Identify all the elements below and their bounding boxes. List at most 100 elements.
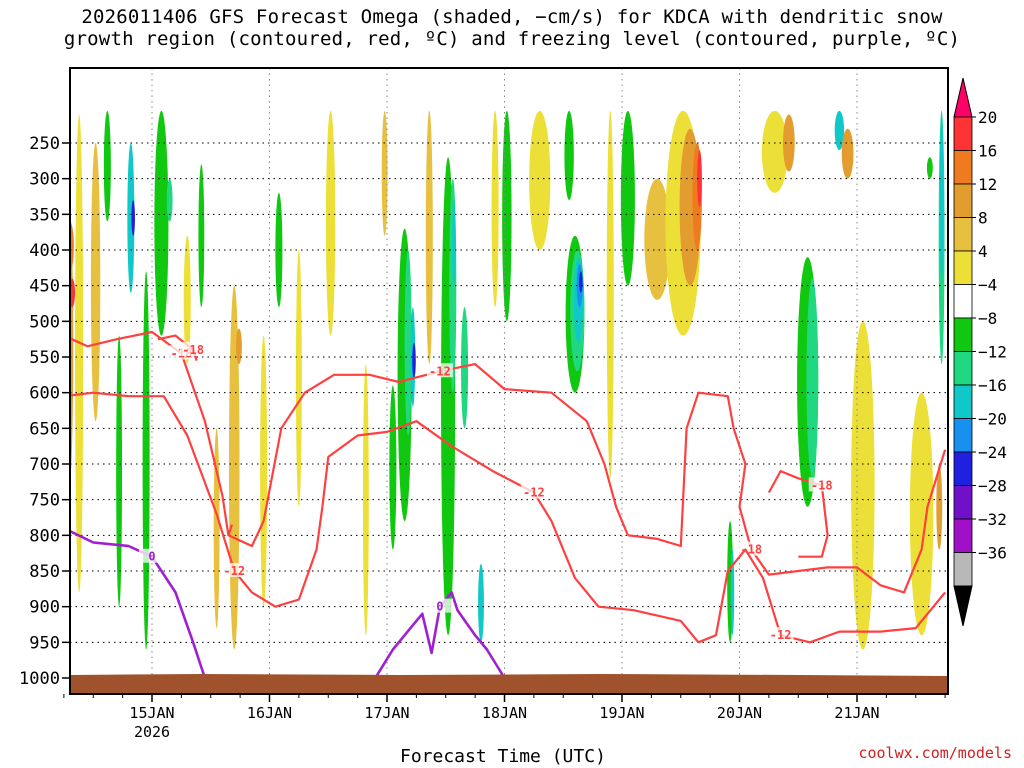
colorbar-segment-1 xyxy=(953,116,973,151)
colorbar-segment-2 xyxy=(953,150,973,185)
dgz-contour-label-2: -18 xyxy=(182,343,204,357)
omega-cell-27 xyxy=(412,342,416,379)
y-tick-label-350: 350 xyxy=(29,205,60,225)
omega-cell-16 xyxy=(236,328,242,365)
omega-cell-10 xyxy=(154,110,169,336)
terrain-layer xyxy=(70,674,948,694)
omega-cell-57 xyxy=(841,128,854,179)
omega-cell-9 xyxy=(142,271,150,650)
dgz-label-bg-4 xyxy=(520,484,547,499)
dgz-label-bg-2 xyxy=(180,341,207,356)
y-tick-label-500: 500 xyxy=(29,312,60,332)
omega-cell-25 xyxy=(404,250,412,436)
dgz-label-bg-3 xyxy=(426,363,453,378)
colorbar-label-5: −4 xyxy=(978,276,997,295)
colorbar-segment-12 xyxy=(953,485,973,520)
y-tick-label-300: 300 xyxy=(29,170,60,190)
colorbar-label-13: −36 xyxy=(978,544,1007,563)
dgz-contour-4 xyxy=(321,420,700,643)
omega-shading-layer xyxy=(70,110,945,650)
omega-cell-15 xyxy=(228,285,240,650)
colorbar-segment-6 xyxy=(953,284,973,319)
x-tick-label-5: 20JAN xyxy=(717,704,762,722)
colorbar-label-8: −16 xyxy=(978,376,1007,395)
chart-title-line-2: growth region (contoured, red, ºC) and f… xyxy=(63,28,961,50)
omega-cell-21 xyxy=(362,364,369,636)
colorbar-segment-8 xyxy=(953,351,973,386)
colorbar-label-12: −32 xyxy=(978,510,1007,529)
x-tick-year-0: 2026 xyxy=(134,723,170,741)
omega-cell-3 xyxy=(75,114,84,593)
chart-title: 2026011406 GFS Forecast Omega (shaded, −… xyxy=(0,6,1024,50)
omega-cell-53 xyxy=(782,114,795,172)
omega-cell-45 xyxy=(644,178,671,300)
freezing-label-bg-1 xyxy=(426,598,453,613)
omega-cell-23 xyxy=(389,385,397,550)
y-tick-label-950: 950 xyxy=(29,633,60,653)
dgz-contour-label-4: -12 xyxy=(523,486,545,500)
x-tick-label-4: 19JAN xyxy=(599,704,644,722)
omega-cell-43 xyxy=(606,110,614,479)
y-tick-label-850: 850 xyxy=(29,562,60,582)
colorbar-segment-9 xyxy=(953,384,973,419)
dgz-contour-6 xyxy=(697,548,946,644)
omega-cell-6 xyxy=(116,335,123,607)
omega-cell-59 xyxy=(909,392,934,636)
y-tick-label-450: 450 xyxy=(29,277,60,297)
dgz-label-bg-7 xyxy=(808,477,835,492)
omega-cell-11 xyxy=(166,178,173,222)
dgz-contour-3 xyxy=(227,363,629,548)
colorbar-segment-14 xyxy=(953,552,973,587)
omega-cell-60 xyxy=(926,157,933,179)
omega-cell-33 xyxy=(478,563,484,643)
credit-text: coolwx.com/models xyxy=(858,744,1012,762)
dgz-label-bg-1 xyxy=(221,563,248,577)
colorbar-segment-10 xyxy=(953,418,973,453)
freezing-contour-0 xyxy=(70,529,207,679)
colorbar-bottom-arrow xyxy=(953,585,973,627)
colorbar-segment-5 xyxy=(953,250,973,285)
freezing-label-bg-0 xyxy=(139,548,165,563)
colorbar-label-2: 12 xyxy=(978,175,997,194)
dgz-contour-label-1: -12 xyxy=(223,564,245,578)
colorbar-label-6: −8 xyxy=(978,309,997,328)
omega-cell-17 xyxy=(260,335,268,607)
terrain-ground xyxy=(70,674,948,694)
omega-cell-52 xyxy=(761,110,788,193)
y-tick-label-750: 750 xyxy=(29,491,60,511)
omega-cell-51 xyxy=(730,549,735,636)
y-tick-label-650: 650 xyxy=(29,419,60,439)
dgz-contour-label-5: -18 xyxy=(740,543,762,557)
colorbar-label-7: −12 xyxy=(978,343,1007,362)
omega-cell-31 xyxy=(452,200,456,286)
colorbar-label-11: −28 xyxy=(978,477,1007,496)
colorbar-segment-13 xyxy=(953,518,973,553)
chart-title-line-1: 2026011406 GFS Forecast Omega (shaded, −… xyxy=(81,6,943,28)
dgz-contour-label-6: -12 xyxy=(770,628,792,642)
dgz-contour-1 xyxy=(70,391,324,608)
y-tick-label-800: 800 xyxy=(29,526,60,546)
omega-cell-32 xyxy=(461,307,469,429)
omega-cell-63 xyxy=(936,464,943,550)
colorbar-segment-4 xyxy=(953,217,973,252)
omega-cell-44 xyxy=(620,110,635,286)
x-tick-label-3: 18JAN xyxy=(482,704,527,722)
colorbar-label-9: −20 xyxy=(978,410,1007,429)
x-tick-label-2: 17JAN xyxy=(364,704,409,722)
omega-cell-36 xyxy=(529,110,551,250)
omega-cell-8 xyxy=(131,200,135,236)
y-tick-label-550: 550 xyxy=(29,348,60,368)
y-axis: 250 300 350 400 450 500 550 600 650 700 750 800 850 9… xyxy=(19,134,70,689)
omega-cell-62 xyxy=(939,110,944,286)
plot-frame xyxy=(69,67,949,695)
colorbar-label-1: 16 xyxy=(978,142,997,161)
y-tick-label-900: 900 xyxy=(29,598,60,618)
colorbar-segment-3 xyxy=(953,183,973,218)
colorbar-segment-11 xyxy=(953,451,973,486)
omega-cell-13 xyxy=(198,164,205,308)
x-tick-label-1: 16JAN xyxy=(247,704,292,722)
colorbar: 20 16 12 8 4 −4 −8 −12 −16 −20 −24 −28 −32 −36 xyxy=(953,77,1007,627)
omega-cell-56 xyxy=(834,110,845,151)
omega-cell-12 xyxy=(183,235,191,365)
